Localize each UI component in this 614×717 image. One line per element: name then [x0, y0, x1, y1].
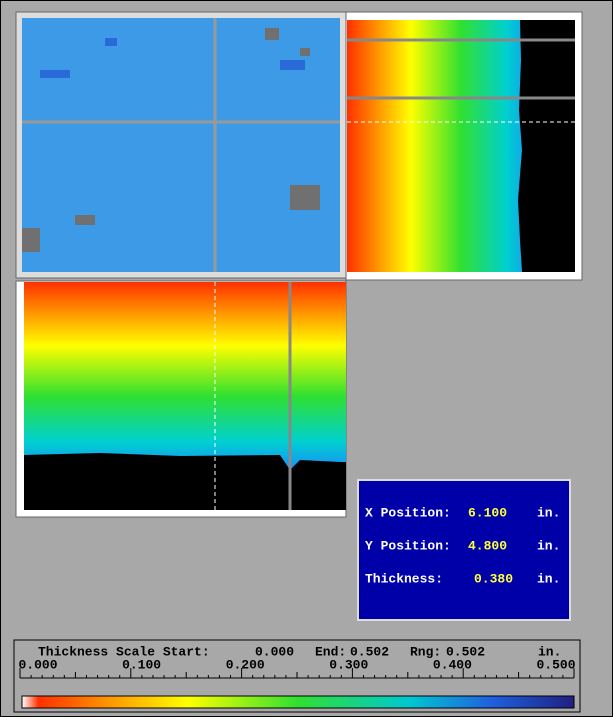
b-scan-right	[346, 12, 582, 280]
info-unit: in.	[537, 571, 560, 586]
ruler-label: 0.500	[536, 657, 575, 672]
b-scan-bottom	[16, 281, 346, 517]
info-value: 0.380	[474, 571, 513, 586]
info-label: X Position:	[365, 505, 451, 520]
defect	[22, 228, 40, 252]
ruler-label: 0.300	[329, 657, 368, 672]
color-scale	[22, 696, 574, 708]
scan-image	[22, 18, 340, 272]
info-label: Thickness:	[365, 571, 443, 586]
defect	[300, 48, 310, 56]
defect	[265, 28, 279, 40]
app-window: X Position: 6.100 in. Y Position: 4.800 in. Th…	[0, 0, 614, 717]
info-label: Y Position:	[365, 538, 451, 553]
c-scan-view	[16, 12, 346, 278]
info-unit: in.	[537, 505, 560, 520]
speckle	[105, 38, 117, 46]
info-value: 4.800	[468, 538, 507, 553]
speckle	[280, 60, 305, 70]
defect	[75, 215, 95, 225]
ruler-label: 0.400	[433, 657, 472, 672]
ruler-label: 0.200	[226, 657, 265, 672]
speckle	[40, 70, 70, 78]
info-value: 6.100	[468, 505, 507, 520]
ruler-label: 0.000	[18, 657, 57, 672]
ruler-label: 0.100	[122, 657, 161, 672]
defect	[290, 185, 320, 210]
backwall	[518, 20, 575, 272]
info-unit: in.	[537, 538, 560, 553]
